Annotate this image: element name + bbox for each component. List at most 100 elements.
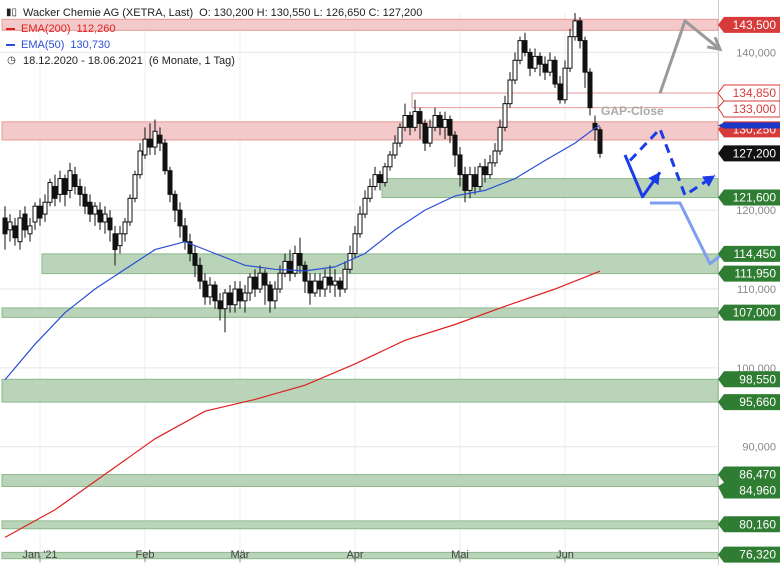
candle-body [242, 292, 248, 302]
candle-body [467, 174, 473, 191]
candle-body [412, 111, 418, 128]
candle-body [102, 213, 108, 223]
candle-body [497, 126, 503, 152]
x-tick-label: Jun [556, 549, 574, 561]
level-label-box [718, 16, 780, 33]
scenario-arrow-head [702, 175, 715, 187]
level-label-text: 86,470 [739, 468, 776, 482]
candle-body [57, 178, 63, 195]
y-tick-label: 90,000 [742, 442, 776, 454]
level-label-green: 95,660 [718, 394, 780, 411]
level-label-text: 84,960 [739, 484, 776, 498]
level-label-red: 143,500 [718, 16, 780, 33]
legend-ema200-row: EMA(200) 112,260 [6, 21, 422, 37]
candle-body [17, 217, 23, 243]
green-zone [1, 307, 719, 318]
candle-body [407, 115, 413, 128]
candle-body [147, 138, 153, 148]
candle-body [87, 201, 93, 215]
candle-body [187, 241, 193, 255]
candle-body [542, 63, 548, 73]
candle-body [522, 40, 528, 53]
level-label-text: 114,450 [734, 247, 777, 261]
candle-body [382, 166, 388, 184]
candle-body [562, 67, 568, 101]
candle-body [42, 201, 48, 215]
candle-body [577, 20, 583, 42]
candle-body [307, 280, 313, 294]
candle-body [197, 264, 203, 282]
candle-body [472, 174, 478, 187]
candle-body [372, 174, 378, 187]
level-label-box [718, 304, 780, 321]
candle-body [487, 162, 493, 176]
x-tick-label: Jan '21 [22, 549, 57, 561]
candle-body [337, 280, 343, 290]
candle-body [492, 150, 498, 164]
candle-body [142, 138, 148, 156]
candle-body [282, 260, 288, 274]
candle-body [572, 20, 578, 38]
chart-legend: ▮▯ Wacker Chemie AG (XETRA, Last) O: 130… [6, 5, 422, 69]
level-label-green: 111,950 [718, 265, 780, 282]
green-zone [381, 178, 719, 199]
candle-body [512, 59, 518, 81]
candle-body [267, 284, 273, 302]
level-label-box [718, 265, 780, 282]
candle-body [162, 142, 168, 172]
candle-body [217, 300, 223, 310]
date-range: 18.12.2020 - 18.06.2021 [23, 55, 143, 67]
candle-body [232, 288, 238, 306]
level-label-box [718, 245, 780, 262]
candle-body [27, 225, 33, 235]
candle-body [317, 280, 323, 290]
level-label-text: 95,660 [739, 395, 776, 409]
candle-body [82, 193, 88, 207]
candle-body [262, 272, 268, 286]
candle-body [427, 126, 433, 144]
candle-body [117, 233, 123, 247]
level-label-box [718, 546, 780, 563]
candle-body [357, 213, 363, 235]
scenario-arrow-solid [658, 19, 721, 94]
level-label-text: 80,160 [739, 517, 776, 531]
level-label-box [718, 482, 780, 499]
level-label-green: 86,470 [718, 466, 780, 483]
ema200-line [4, 270, 601, 538]
clock-icon: ◷ [7, 55, 16, 66]
candle-body [582, 40, 588, 73]
level-label-box [718, 189, 780, 206]
level-label-last: 127,200 [718, 145, 780, 162]
candle-body [67, 170, 73, 191]
candle-body [177, 209, 183, 227]
candle-body [157, 134, 163, 144]
candle-body [502, 103, 508, 128]
candle-body [342, 268, 348, 290]
level-label-box [717, 100, 780, 118]
candle-body [92, 205, 98, 215]
ema200-label: EMA(200) [21, 23, 71, 35]
candle-body [137, 150, 143, 176]
ema50-label: EMA(50) [21, 39, 65, 51]
candle-body [312, 280, 318, 294]
level-label-box [718, 466, 780, 483]
candle-body [32, 205, 38, 223]
candle-body [547, 59, 553, 73]
candle-body [507, 79, 513, 105]
candle-body [172, 193, 178, 211]
candle-body [402, 115, 408, 128]
level-label-green: 98,550 [718, 371, 780, 388]
candle-body [22, 213, 28, 231]
candle-body [127, 197, 133, 223]
candlesticks [2, 13, 603, 333]
candle-body [392, 142, 398, 156]
candle-body [552, 59, 558, 85]
candle-body [192, 253, 198, 266]
ema200-swatch [6, 28, 15, 30]
ema50-axis-tag [718, 122, 780, 129]
candle-body [387, 154, 393, 168]
level-label-text: 76,320 [739, 548, 776, 562]
candle-body [12, 225, 18, 239]
range-detail: (6 Monate, 1 Tag) [148, 55, 235, 67]
